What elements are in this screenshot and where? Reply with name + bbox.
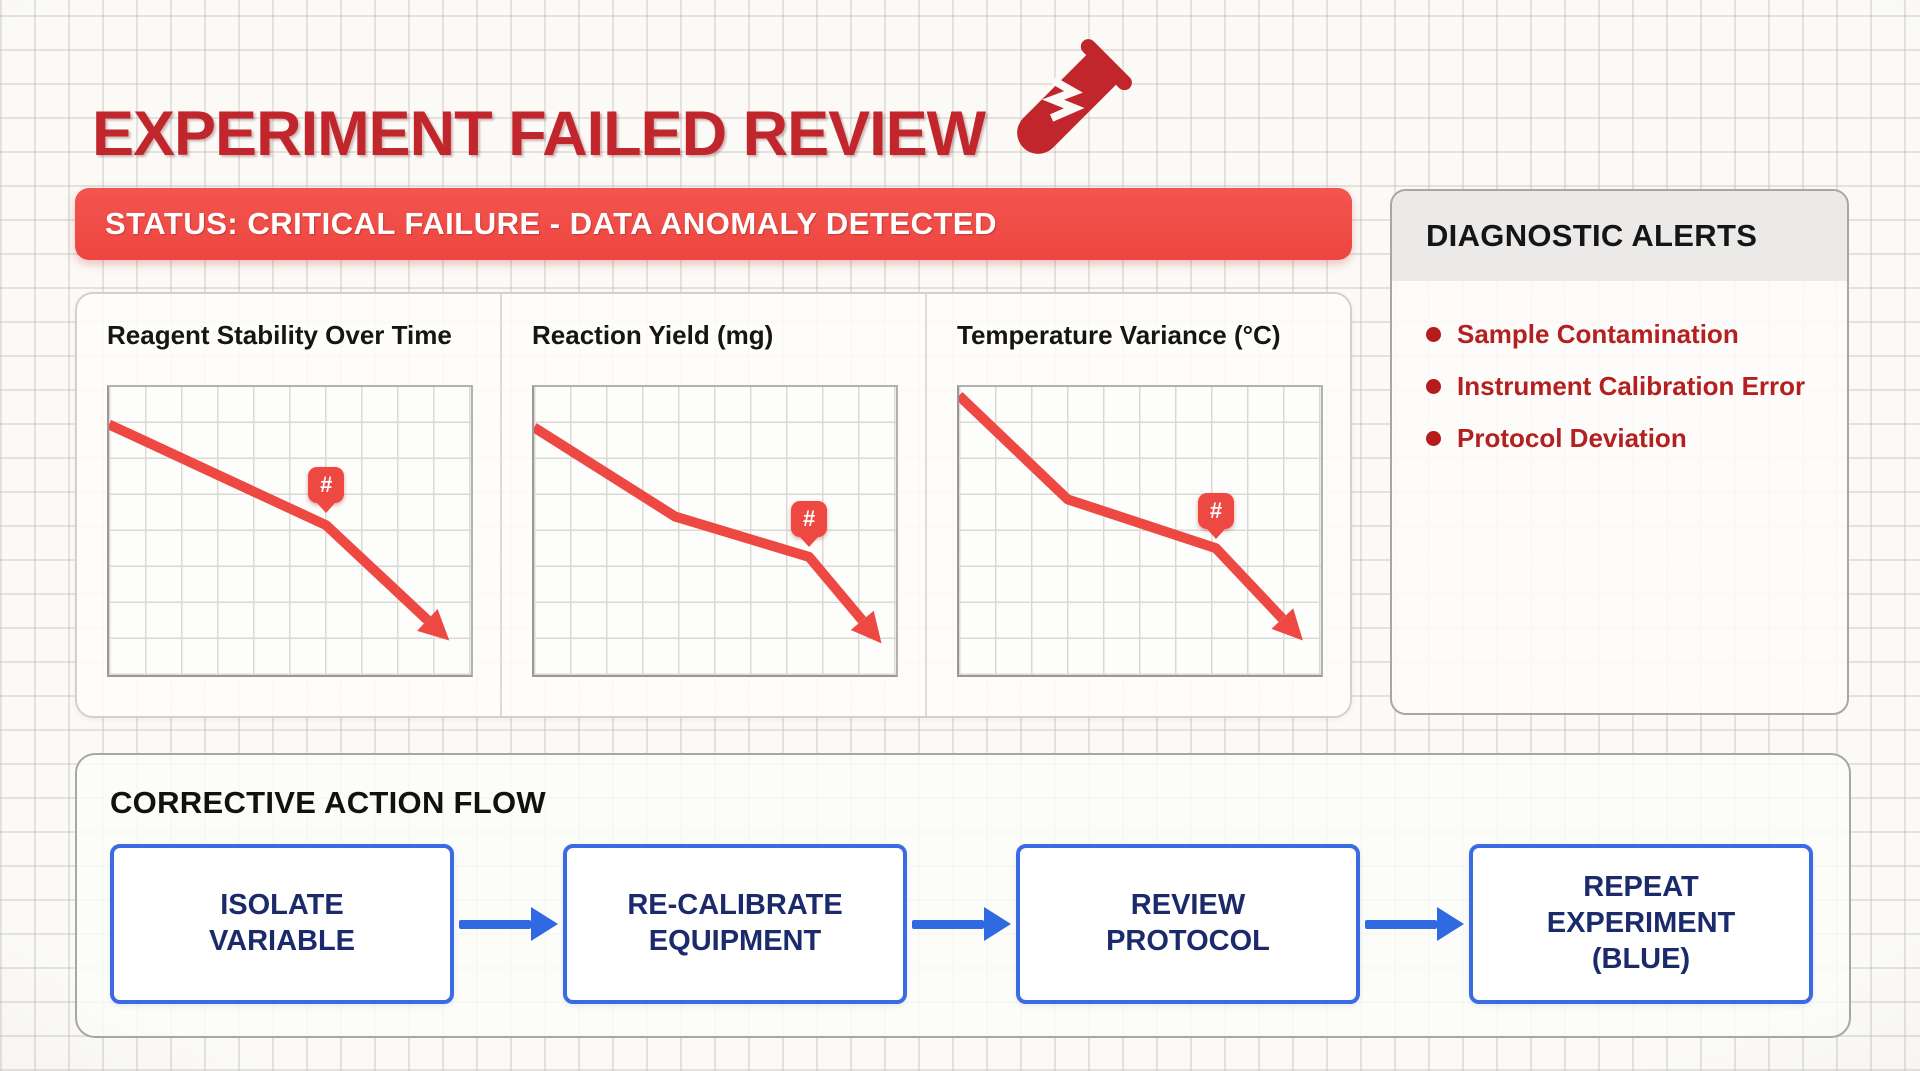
broken-test-tube-icon — [1017, 39, 1132, 154]
flow-step-box-4: REPEAT EXPERIMENT (BLUE) — [1469, 844, 1813, 1004]
alert-item: Instrument Calibration Error — [1426, 371, 1823, 402]
flow-step-box-2: RE-CALIBRATE EQUIPMENT — [563, 844, 907, 1004]
flow-arrow-icon — [1365, 907, 1464, 941]
flow-step-box-3: REVIEW PROTOCOL — [1016, 844, 1360, 1004]
diagnostic-alerts-panel: DIAGNOSTIC ALERTS Sample Contamination In… — [1390, 189, 1849, 715]
flow-arrow-icon — [912, 907, 1011, 941]
chart-panel-2: Reaction Yield (mg) # — [502, 294, 927, 716]
page-title: EXPERIMENT FAILED REVIEW — [92, 99, 986, 170]
hash-marker-badge: # — [308, 466, 345, 513]
alert-item: Sample Contamination — [1426, 319, 1823, 350]
corrective-action-flow-row: ISOLATE VARIABLE RE-CALIBRATE EQUIPMENT RE… — [77, 844, 1849, 1004]
chart-plot-area: # — [957, 385, 1323, 677]
status-banner-text: STATUS: CRITICAL FAILURE - DATA ANOMALY … — [105, 206, 997, 241]
arrowhead — [417, 608, 450, 641]
alert-text: Protocol Deviation — [1457, 423, 1687, 453]
flow-step-box-1: ISOLATE VARIABLE — [110, 844, 454, 1004]
chart-plot-area: # — [107, 385, 473, 677]
alert-text: Instrument Calibration Error — [1457, 371, 1806, 401]
hash-marker-badge: # — [1198, 492, 1235, 539]
declining-trend-line — [959, 392, 1303, 641]
arrowhead — [1271, 608, 1303, 641]
charts-card: Reagent Stability Over Time # Reaction Yie… — [75, 292, 1352, 718]
declining-trend-line — [109, 419, 450, 641]
alert-text: Sample Contamination — [1457, 319, 1739, 349]
chart-title: Reagent Stability Over Time — [107, 320, 452, 350]
diagnostic-alerts-list: Sample Contamination Instrument Calibrati… — [1392, 281, 1847, 454]
arrowhead — [850, 610, 882, 644]
alert-item: Protocol Deviation — [1426, 423, 1823, 454]
badge-tail — [317, 502, 336, 513]
chart-title: Reaction Yield (mg) — [532, 320, 774, 350]
bullet-dot-icon — [1426, 431, 1441, 446]
flow-arrow-icon — [459, 907, 558, 941]
diagnostic-alerts-header: DIAGNOSTIC ALERTS — [1392, 191, 1847, 281]
chart-panel-3: Temperature Variance (°C) # — [927, 294, 1350, 716]
status-banner: STATUS: CRITICAL FAILURE - DATA ANOMALY … — [75, 188, 1352, 260]
corrective-action-flow-title: CORRECTIVE ACTION FLOW — [110, 785, 546, 820]
bullet-dot-icon — [1426, 379, 1441, 394]
chart-panel-1: Reagent Stability Over Time # — [77, 294, 502, 716]
badge-tail — [800, 537, 819, 548]
badge-tail — [1207, 528, 1226, 539]
declining-trend-line — [534, 423, 882, 644]
hash-marker-badge: # — [791, 501, 828, 548]
chart-plot-area: # — [532, 385, 898, 677]
diagnostic-alerts-title: DIAGNOSTIC ALERTS — [1426, 218, 1758, 253]
bullet-dot-icon — [1426, 327, 1441, 342]
chart-title: Temperature Variance (°C) — [957, 320, 1281, 350]
corrective-action-flow-card: CORRECTIVE ACTION FLOW ISOLATE VARIABLE R… — [75, 753, 1851, 1038]
